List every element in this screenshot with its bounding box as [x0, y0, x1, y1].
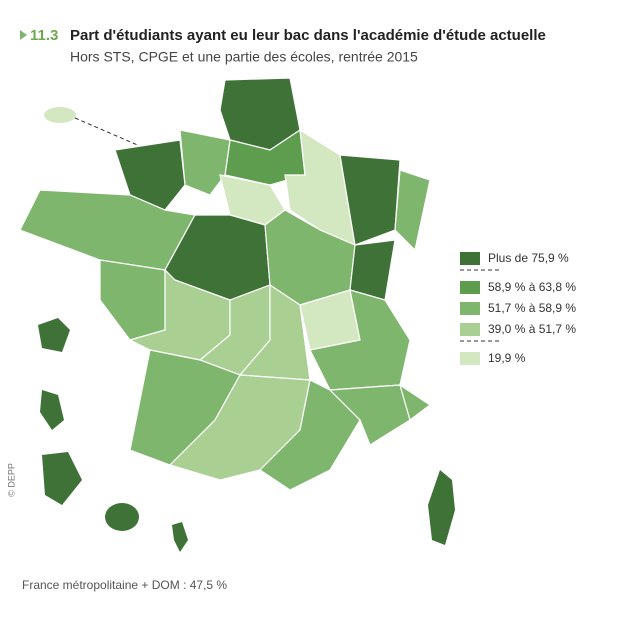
region [114, 139, 186, 211]
region [349, 239, 396, 301]
legend-swatch [460, 281, 480, 294]
legend-label: 39,0 % à 51,7 % [488, 322, 576, 336]
title-arrow [20, 30, 27, 40]
map [19, 77, 455, 552]
guyane [42, 452, 82, 505]
legend: Plus de 75,9 % 58,9 % à 63,8 % 51,7 % à 58… [460, 251, 576, 365]
mayotte [172, 522, 188, 552]
region [259, 379, 361, 491]
legend-swatch [460, 252, 480, 265]
subtitle: Hors STS, CPGE et une partie des écoles,… [70, 49, 418, 65]
legend-label: 19,9 % [488, 351, 526, 365]
legend-label: 58,9 % à 63,8 % [488, 280, 576, 294]
legend-label: 51,7 % à 58,9 % [488, 301, 576, 315]
corsica [428, 470, 455, 545]
region [99, 259, 166, 341]
legend-swatch [460, 352, 480, 365]
figure-number: 11.3 [30, 27, 58, 44]
martinique [40, 390, 64, 430]
region [398, 383, 432, 422]
legend-swatch [460, 302, 480, 315]
footnote: France métropolitaine + DOM : 47,5 % [22, 578, 227, 592]
legend-label: Plus de 75,9 % [488, 251, 569, 265]
region [328, 384, 411, 446]
reunion [105, 503, 139, 531]
title: Part d'étudiants ayant eu leur bac dans … [70, 27, 546, 44]
region [394, 169, 431, 252]
credit: © DEPP [6, 463, 16, 497]
guadeloupe [38, 318, 70, 352]
inset [44, 107, 76, 123]
legend-swatch [460, 323, 480, 336]
